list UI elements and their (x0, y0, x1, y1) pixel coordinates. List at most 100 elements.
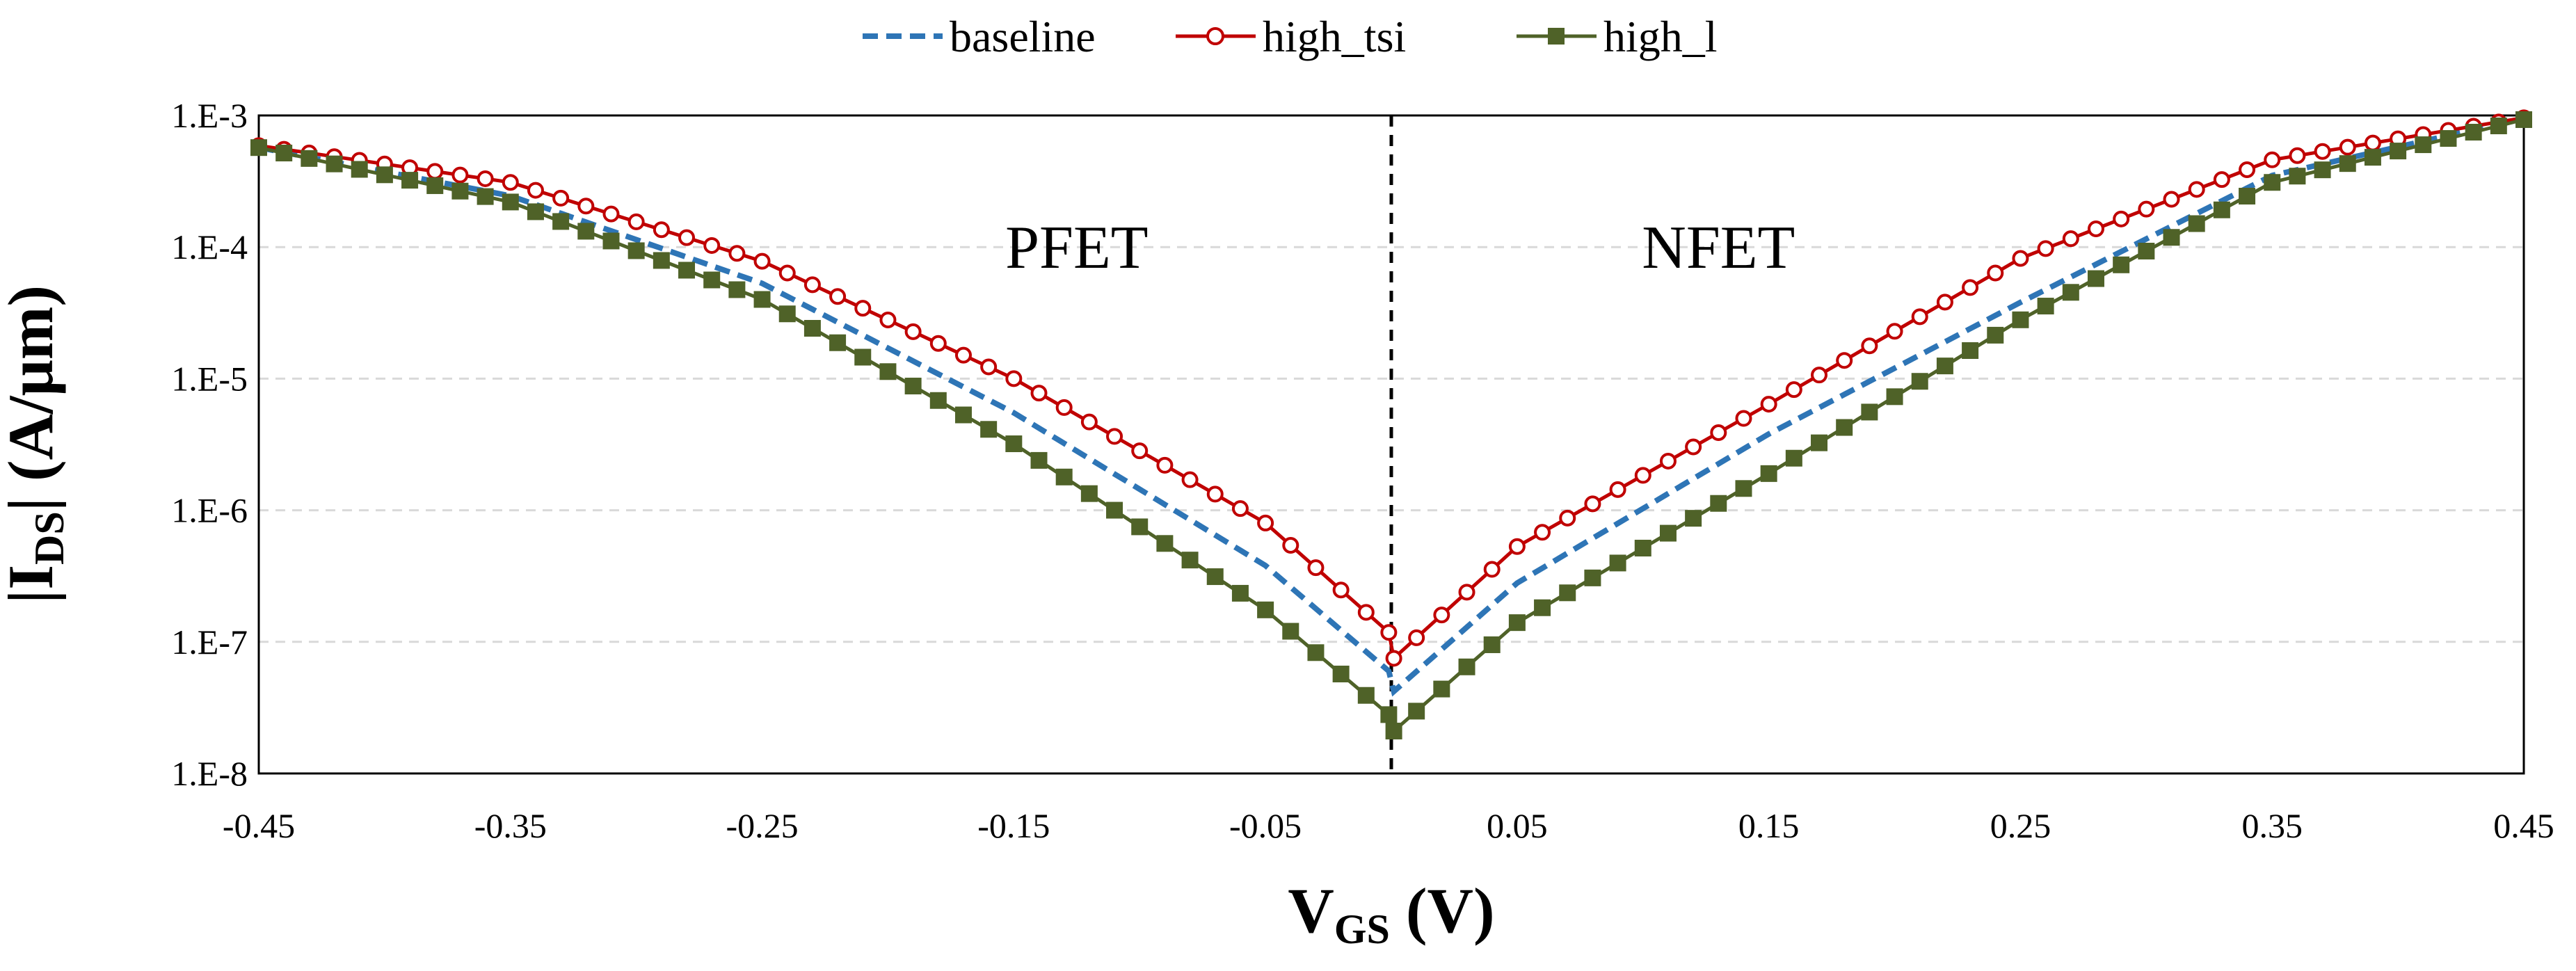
x-axis-title: VGS (V) (1288, 875, 1494, 952)
x-tick-label: 0.35 (2241, 806, 2303, 845)
data-point (1534, 524, 1551, 541)
data-point (1156, 535, 1174, 552)
data-point (1735, 480, 1752, 497)
x-tick-label: -0.35 (474, 806, 547, 845)
data-point (502, 174, 519, 191)
data-point (1634, 540, 1651, 557)
data-point (728, 281, 746, 298)
series-layer (250, 109, 2532, 740)
data-point (1408, 629, 1425, 646)
y-tick-label: 1.E-8 (171, 754, 248, 793)
data-point (426, 163, 444, 180)
data-point (1936, 294, 1953, 311)
data-point (2113, 210, 2130, 227)
data-point (1609, 554, 1626, 572)
data-point (854, 300, 872, 317)
data-point (426, 177, 444, 194)
data-point (1458, 584, 1475, 601)
data-point (2339, 138, 2356, 156)
y-tick-label: 1.E-7 (171, 623, 248, 661)
data-point (2087, 270, 2104, 287)
data-point (1181, 552, 1199, 569)
data-point (1181, 471, 1199, 488)
data-point (2213, 171, 2230, 188)
y-tick-label: 1.E-4 (171, 227, 248, 266)
data-point (2188, 181, 2205, 198)
data-point (1483, 636, 1501, 653)
data-point (1282, 537, 1299, 554)
data-point (2037, 298, 2054, 315)
y-tick-label: 1.E-6 (171, 491, 248, 530)
data-point (829, 288, 847, 305)
data-point (502, 193, 519, 211)
data-point (1307, 644, 1325, 661)
data-point (1408, 703, 1425, 720)
data-point (1861, 337, 1878, 355)
legend-item-high_l: high_l (1517, 12, 1718, 61)
data-point (2113, 256, 2130, 273)
y-tick-label: 1.E-5 (171, 359, 248, 398)
data-point (527, 182, 544, 199)
data-point (954, 346, 972, 364)
data-point (1332, 666, 1350, 683)
data-point (1385, 650, 1402, 667)
data-point (2465, 124, 2482, 141)
data-point (879, 312, 897, 329)
series-line-baseline (258, 115, 2525, 697)
x-tick-label: -0.25 (726, 806, 798, 845)
data-point (829, 334, 847, 351)
x-tick-label: -0.15 (977, 806, 1050, 845)
data-point (1206, 568, 1224, 586)
data-point (1231, 500, 1249, 517)
data-point (753, 291, 771, 308)
y-axis-title: |IDS| (A/μm) (0, 285, 72, 604)
data-point (627, 242, 645, 259)
data-point (1659, 524, 1677, 542)
legend-marker (1206, 27, 1224, 45)
data-point (1106, 501, 1123, 519)
data-point (1030, 385, 1048, 402)
data-point (1332, 581, 1350, 599)
data-point (351, 161, 368, 178)
data-point (2037, 240, 2054, 257)
nfet-label: NFET (1642, 214, 1795, 282)
data-point (1257, 514, 1274, 531)
y-axis-title-sub: DS (26, 511, 72, 565)
data-point (2239, 187, 2256, 204)
data-point (1559, 509, 1576, 527)
data-point (2138, 243, 2155, 260)
legend-item-baseline: baseline (863, 12, 1096, 61)
data-point (1055, 399, 1073, 416)
data-point (2289, 147, 2306, 164)
data-point (2314, 143, 2331, 160)
data-point (678, 262, 696, 279)
data-point (1609, 481, 1626, 498)
data-point (1030, 451, 1048, 469)
legend-label: high_l (1603, 12, 1718, 61)
data-point (2239, 161, 2256, 178)
data-point (1559, 584, 1576, 602)
data-point (1886, 388, 1903, 406)
data-point (1380, 624, 1398, 641)
data-point (1785, 381, 1802, 399)
data-point (1156, 456, 1174, 474)
data-point (2012, 311, 2029, 328)
data-point (2163, 191, 2180, 208)
data-point (1962, 342, 1979, 360)
data-point (1735, 410, 1752, 427)
data-point (527, 203, 544, 220)
data-point (1710, 424, 1727, 442)
series-high_tsi (250, 109, 2532, 667)
data-point (552, 189, 570, 207)
data-point (1282, 623, 1299, 640)
x-tick-label: 0.15 (1738, 806, 1800, 845)
data-point (2364, 149, 2381, 166)
x-tick-label: 0.05 (1487, 806, 1548, 845)
data-point (1760, 465, 1777, 482)
data-point (904, 323, 922, 340)
data-point (326, 155, 343, 172)
pfet-label: PFET (1005, 214, 1148, 282)
data-point (1634, 467, 1651, 484)
data-point (1357, 687, 1375, 704)
